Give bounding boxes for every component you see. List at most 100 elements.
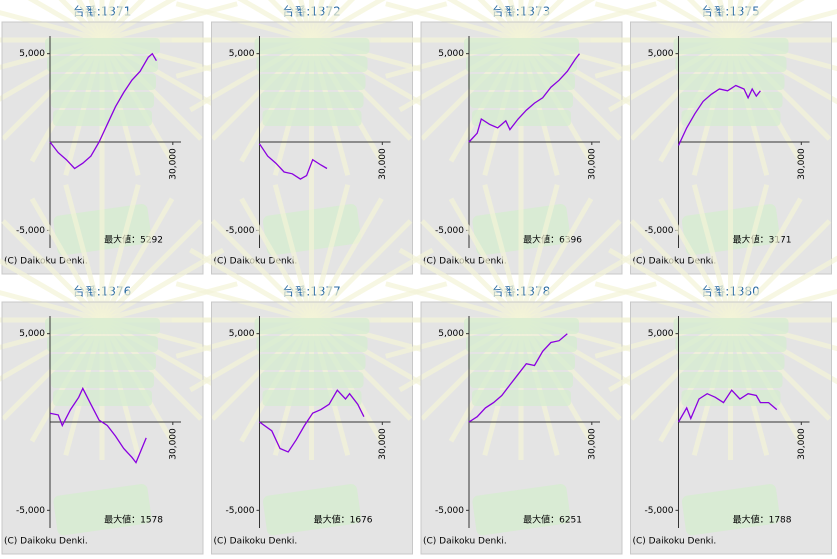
x-tick-label: 30,000 [587, 148, 597, 180]
decoration-clip [420, 301, 623, 555]
decoration-ray [482, 184, 524, 321]
decoration-ray [629, 219, 733, 322]
y-tick-label: -5,000 [644, 506, 673, 516]
decoration-ray [100, 219, 203, 322]
decoration-clip [1, 301, 204, 555]
data-line [258, 143, 328, 180]
decoration-ray [100, 247, 225, 323]
y-tick-label: 5,000 [19, 329, 45, 339]
data-line [677, 389, 778, 423]
y-tick-label: 5,000 [438, 329, 464, 339]
decoration-ray [518, 184, 560, 321]
y-tick-label: -5,000 [16, 506, 45, 516]
decoration-box [49, 74, 156, 90]
decoration-box [256, 56, 368, 72]
decoration-box [53, 110, 152, 126]
decoration-ray [519, 0, 565, 42]
decoration-ray [210, 219, 314, 322]
decoration-ray [309, 0, 338, 42]
decoration-ray [495, 0, 524, 42]
decoration-box [466, 56, 577, 72]
x-tick-label: 30,000 [378, 428, 388, 460]
decoration-box [45, 38, 160, 54]
decoration-ray [1, 219, 104, 322]
decoration-box [254, 318, 370, 334]
decoration-box [256, 336, 368, 352]
decoration-box [673, 318, 789, 334]
decoration-ray [656, 0, 732, 43]
data-line [259, 389, 365, 453]
decoration-ray [58, 0, 104, 42]
decoration-ray [99, 197, 175, 322]
decoration-box [51, 92, 154, 108]
decoration-ray [99, 0, 128, 42]
y-tick-label: -5,000 [644, 226, 673, 236]
decoration-ray [717, 0, 733, 41]
decoration-ray [728, 219, 832, 322]
decoration-ray [310, 247, 434, 323]
x-tick-label: 30,000 [797, 148, 807, 180]
decoration-box [53, 390, 152, 406]
y-tick-label: -5,000 [225, 506, 254, 516]
decoration-ray [728, 184, 770, 321]
decoration-ray [309, 197, 384, 322]
decoration-ray [309, 184, 351, 321]
decoration-ray [100, 0, 146, 42]
decoration-ray [728, 0, 775, 42]
decoration-ray [518, 0, 535, 41]
decoration-ray [0, 258, 104, 323]
decoration-box [464, 318, 579, 334]
decoration-ray [658, 197, 733, 322]
decoration-box [258, 74, 366, 90]
decoration-box [677, 354, 785, 370]
x-tick-label: 30,000 [797, 428, 807, 460]
max-label: 最大値：1788 [733, 514, 792, 526]
decoration-ray [686, 0, 733, 42]
decoration-ray [88, 0, 105, 41]
decoration-box [464, 38, 579, 54]
y-tick-label: 5,000 [648, 49, 674, 59]
max-label: 最大値：6251 [523, 514, 582, 526]
y-tick-label: 5,000 [229, 329, 255, 339]
decoration-box [470, 372, 573, 388]
decoration-ray [728, 197, 803, 322]
decoration-ray [76, 0, 105, 42]
decoration-ray [100, 0, 177, 43]
decoration-ray [309, 0, 325, 41]
decoration-ray [518, 0, 547, 42]
decoration-box [472, 390, 571, 406]
decoration-box [45, 318, 160, 334]
y-tick-label: -5,000 [435, 506, 464, 516]
decoration-ray [519, 0, 596, 43]
decoration-ray [704, 0, 733, 42]
x-tick-label: 30,000 [168, 428, 178, 460]
decoration-tray [53, 484, 152, 536]
x-tick-label: 30,000 [378, 148, 388, 180]
decoration-box [468, 354, 575, 370]
y-tick-label: -5,000 [435, 226, 464, 236]
max-label: 最大値：1676 [314, 514, 373, 526]
decoration-ray [309, 0, 356, 42]
decoration-box [675, 56, 787, 72]
decoration-ray [519, 219, 622, 322]
decoration-box [258, 354, 366, 370]
decoration-tray [262, 484, 362, 536]
decoration-ray [507, 0, 524, 41]
decoration-ray [477, 0, 523, 42]
decoration-box [681, 110, 781, 126]
data-line [49, 386, 147, 464]
y-tick-label: 5,000 [19, 49, 45, 59]
decoration-box [677, 74, 785, 90]
decoration-ray [189, 247, 313, 323]
decoration-box [262, 110, 362, 126]
decoration-ray [27, 0, 104, 43]
decoration-box [675, 336, 787, 352]
decoration-box [254, 38, 370, 54]
decoration-box [262, 390, 362, 406]
decoration-box [472, 110, 571, 126]
decoration-ray [729, 255, 837, 323]
decoration-ray [285, 0, 314, 42]
